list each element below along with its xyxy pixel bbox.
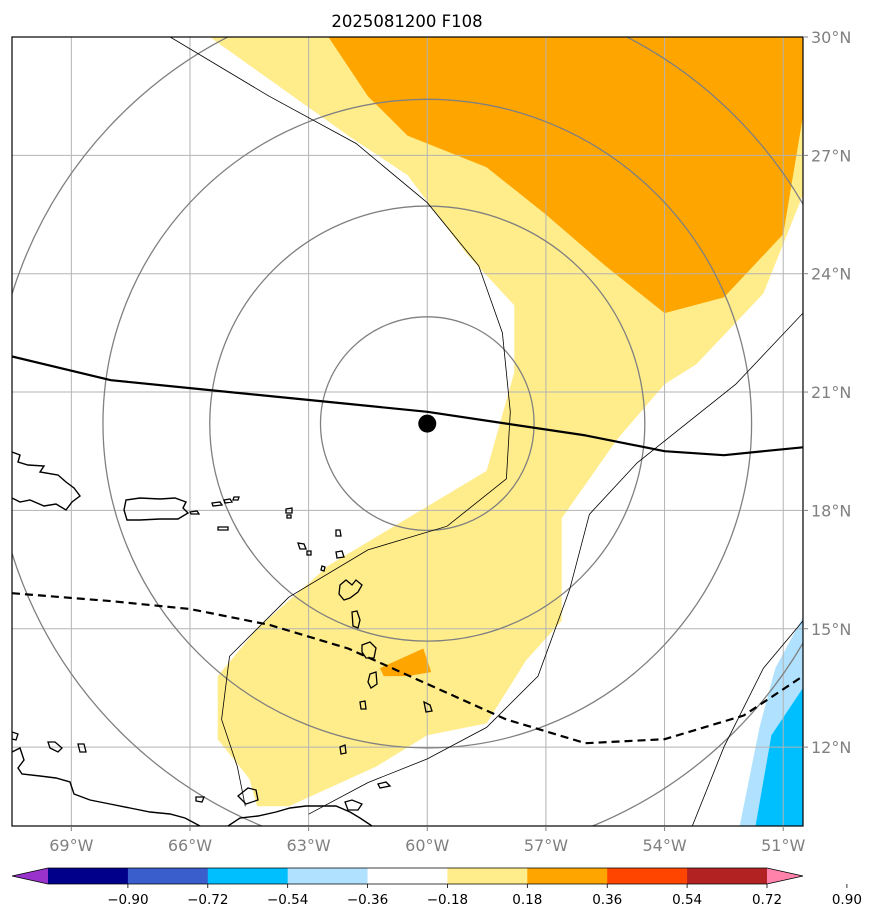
- colorbar-segment: [447, 868, 528, 884]
- grenada-coast: [339, 744, 347, 755]
- martinique-coast: [361, 641, 377, 659]
- shade-orange-region-north: [328, 37, 803, 314]
- colorbar-extend-low: [12, 868, 48, 884]
- longitude-ticks: 69°W 66°W 63°W 60°W 57°W 54°W 51°W: [49, 826, 805, 855]
- guadeloupe-coast: [338, 579, 363, 601]
- shade-blue-region: [755, 687, 803, 826]
- colorbar-segment: [287, 868, 369, 884]
- track-lines: [12, 355, 803, 745]
- range-ring: [319, 316, 535, 532]
- ytick-label: 24°N: [811, 265, 851, 284]
- paria-coast: [227, 805, 373, 826]
- venezuela-coast: [12, 747, 201, 826]
- latitude-ticks: 12°N 15°N 18°N 21°N 24°N 27°N 30°N: [803, 28, 851, 757]
- colorbar-tick-label: −0.18: [427, 892, 468, 908]
- colorbar-tick-label: 0.54: [672, 892, 702, 908]
- xtick-label: 60°W: [405, 836, 449, 855]
- xtick-label: 54°W: [642, 836, 686, 855]
- abc-islands-coast: [12, 731, 87, 753]
- colorbar: −0.90 −0.72 −0.54 −0.36 −0.18 0.18 0.36 0.54 0.7…: [11, 867, 862, 908]
- dominica-coast: [351, 610, 361, 629]
- colorbar-segment: [687, 868, 768, 884]
- xtick-label: 66°W: [168, 836, 212, 855]
- colorbar-tick-label: 0.90: [832, 892, 862, 908]
- thin-contour-east: [308, 312, 803, 815]
- storm-center-dot: [418, 414, 437, 433]
- ytick-label: 15°N: [811, 620, 851, 639]
- colorbar-outline: [11, 867, 804, 885]
- st-vincent-coast: [359, 700, 367, 710]
- colorbar-segment: [48, 868, 129, 884]
- range-rings: [12, 37, 803, 826]
- colorbar-tick-label: −0.72: [187, 892, 228, 908]
- range-ring: [102, 98, 753, 749]
- colorbar-tick-label: −0.54: [267, 892, 308, 908]
- map-area: [12, 37, 803, 826]
- puerto-rico-coast: [123, 497, 190, 521]
- barbados-coast: [423, 700, 433, 713]
- colorbar-segment: [207, 868, 289, 884]
- colorbar-extend-high: [767, 868, 803, 884]
- colorbar-tick-label: 0.72: [752, 892, 782, 908]
- colorbar-tick-label: 0.36: [592, 892, 622, 908]
- colorbar-segment: [527, 868, 608, 884]
- ytick-label: 18°N: [811, 501, 851, 520]
- hispaniola-coast: [12, 451, 81, 511]
- coastlines: [12, 451, 433, 826]
- thin-contour-west: [169, 37, 511, 807]
- ytick-label: 30°N: [811, 28, 851, 47]
- ytick-label: 21°N: [811, 383, 851, 402]
- range-ring: [209, 205, 646, 642]
- solid-track-line: [12, 355, 803, 457]
- chart-title: 2025081200 F108: [331, 12, 482, 31]
- colorbar-tick-label: −0.36: [347, 892, 388, 908]
- xtick-label: 51°W: [761, 836, 805, 855]
- colorbar-tick-label: 0.18: [512, 892, 542, 908]
- colorbar-tick-label: −0.90: [107, 892, 148, 908]
- virgin-islands-coast: [189, 496, 240, 531]
- ytick-label: 12°N: [811, 738, 851, 757]
- colorbar-segment: [607, 868, 688, 884]
- xtick-label: 69°W: [49, 836, 93, 855]
- contour-lines: [169, 37, 803, 826]
- dashed-track-line: [12, 592, 803, 745]
- xtick-label: 57°W: [524, 836, 568, 855]
- colorbar-segment: [127, 868, 209, 884]
- ytick-label: 27°N: [811, 146, 851, 165]
- colorbar-segment: [367, 868, 448, 884]
- trinidad-tobago-coast: [195, 781, 392, 811]
- thin-contour-southeast: [691, 620, 803, 826]
- xtick-label: 63°W: [287, 836, 331, 855]
- leeward-islands-coast: [285, 507, 345, 572]
- st-lucia-coast: [367, 671, 378, 689]
- map-frame: [11, 36, 804, 827]
